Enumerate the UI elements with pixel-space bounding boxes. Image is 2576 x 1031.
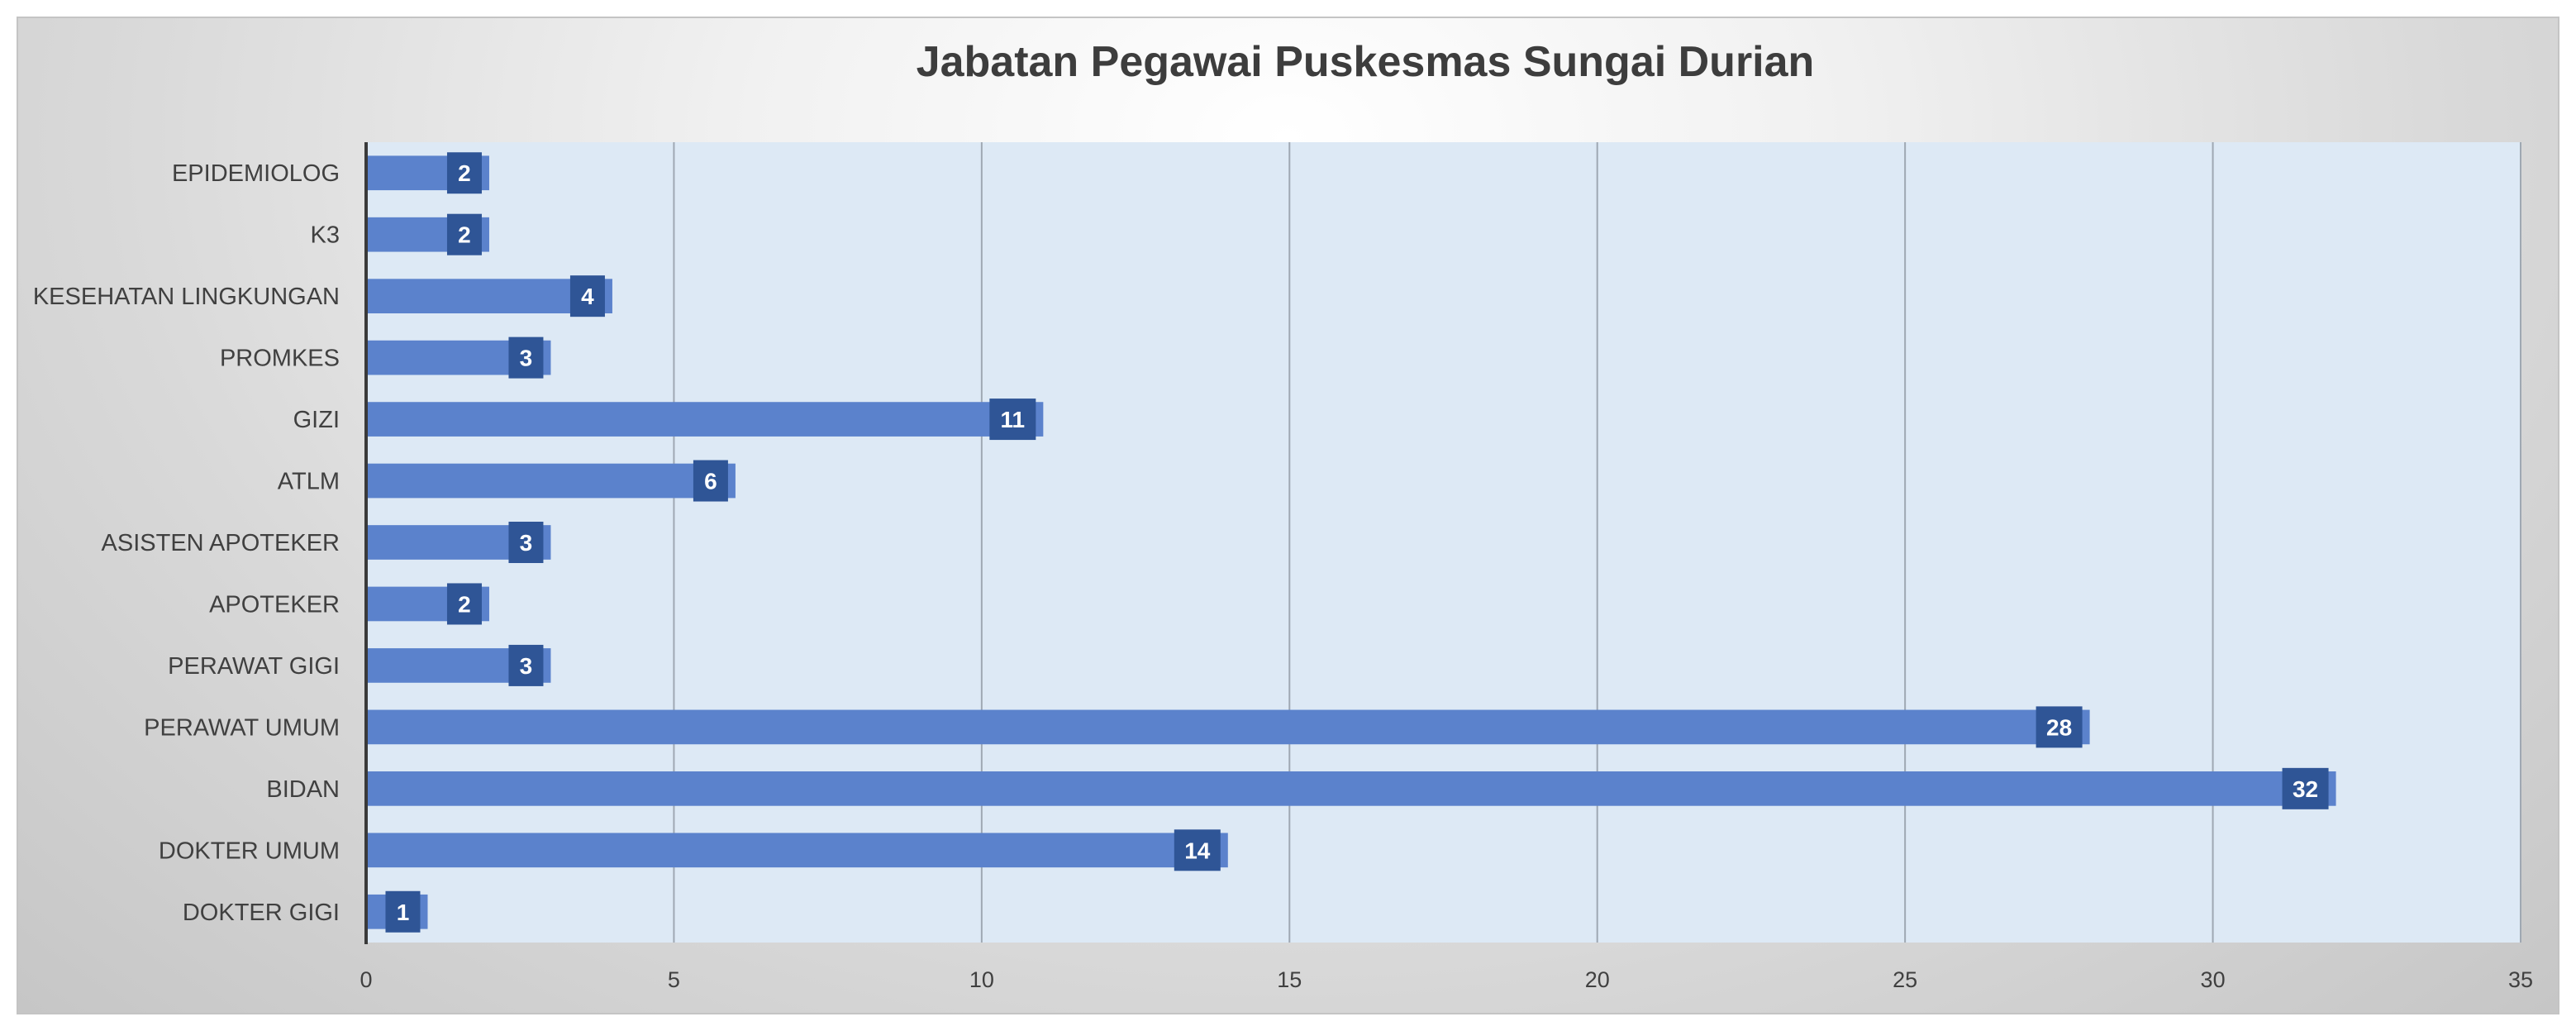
- x-tick-label: 30: [2201, 967, 2226, 992]
- plot-background: [366, 142, 2521, 943]
- plot-area: 0 5 10 15 20 25 30 35 EPIDEMIOLOG 2 K3 2 KESEHATAN L…: [33, 142, 2533, 992]
- x-tick-label: 10: [969, 967, 994, 992]
- chart-title: Jabatan Pegawai Puskesmas Sungai Durian: [917, 38, 1815, 86]
- data-label-box: [989, 399, 1036, 441]
- data-label-box: [508, 522, 544, 563]
- data-label-box: [569, 275, 605, 317]
- bar: [366, 771, 2336, 806]
- category-label: BIDAN: [266, 776, 340, 803]
- data-label: 28: [2046, 714, 2072, 740]
- category-label: EPIDEMIOLOG: [172, 160, 340, 187]
- category-label: PERAWAT GIGI: [168, 653, 340, 680]
- x-tick-label: 20: [1585, 967, 1610, 992]
- data-label: 2: [458, 222, 471, 248]
- data-label-box: [2282, 767, 2329, 809]
- data-label: 4: [581, 284, 594, 309]
- data-label-box: [446, 152, 482, 194]
- category-label: ASISTEN APOTEKER: [102, 530, 340, 556]
- category-label: KESEHATAN LINGKUNGAN: [33, 284, 340, 310]
- category-label: DOKTER UMUM: [159, 838, 340, 864]
- data-label: 32: [2293, 776, 2318, 802]
- bar: [366, 402, 1044, 437]
- data-label-box: [1174, 829, 1221, 871]
- category-label: APOTEKER: [209, 591, 340, 618]
- data-label-box: [508, 644, 544, 686]
- data-label-box: [385, 890, 421, 933]
- category-label: GIZI: [293, 407, 340, 433]
- data-label: 11: [1001, 407, 1026, 432]
- category-label: ATLM: [278, 469, 340, 495]
- x-tick-label: 5: [668, 967, 680, 992]
- x-tick-label: 15: [1277, 967, 1302, 992]
- data-label: 2: [458, 160, 471, 186]
- category-label: K3: [311, 222, 340, 249]
- x-tick-label: 25: [1893, 967, 1917, 992]
- data-label-box: [446, 583, 482, 625]
- data-label: 3: [520, 346, 533, 371]
- data-label-box: [693, 460, 728, 502]
- bar: [366, 463, 736, 499]
- data-label-box: [2036, 706, 2083, 748]
- data-label: 1: [397, 900, 410, 925]
- data-label: 3: [520, 653, 533, 679]
- data-label: 2: [458, 591, 471, 617]
- data-label: 14: [1184, 838, 1211, 863]
- data-label-box: [446, 213, 482, 255]
- category-label: PERAWAT UMUM: [144, 714, 340, 741]
- bar: [366, 833, 1228, 868]
- data-label: 6: [704, 469, 717, 494]
- data-label: 3: [520, 530, 533, 556]
- category-label: PROMKES: [220, 346, 340, 372]
- category-label: DOKTER GIGI: [183, 900, 340, 926]
- x-tick-label: 0: [359, 967, 372, 992]
- data-label-box: [508, 337, 544, 379]
- bar-chart: Jabatan Pegawai Puskesmas Sungai Durian …: [33, 38, 2533, 992]
- bar: [366, 709, 2090, 745]
- x-tick-label: 35: [2508, 967, 2533, 992]
- chart-frame: Jabatan Pegawai Puskesmas Sungai Durian …: [17, 17, 2559, 1014]
